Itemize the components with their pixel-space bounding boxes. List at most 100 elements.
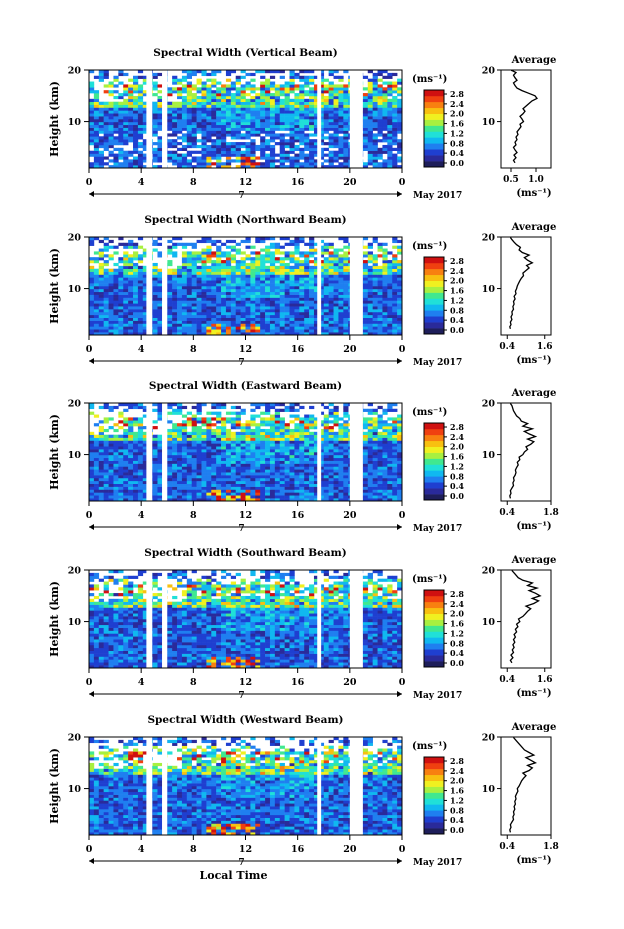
heatmap-cell [255,498,261,502]
heatmap-cell [255,165,261,169]
heatmap-cell [260,260,266,264]
heatmap-cell [113,277,119,281]
heatmap-cell [240,329,246,333]
heatmap-cell [309,95,315,100]
heatmap-cell [318,75,325,79]
heatmap-cell [240,75,246,79]
heatmap-cell [177,297,183,301]
heatmap-cell [235,98,241,102]
heatmap-cell [367,136,373,140]
heatmap-cell [118,472,124,476]
heatmap-cell [128,480,134,484]
heatmap-cell [98,297,104,301]
heatmap-cell [157,466,163,470]
heatmap-cell [177,286,183,290]
heatmap-cell [196,81,202,85]
heatmap-cell [221,449,227,453]
heatmap-cell [338,113,344,117]
heatmap-cell [255,311,261,316]
heatmap-cell [172,101,178,105]
heatmap-cell [250,286,256,290]
heatmap-cell [299,142,305,146]
heatmap-cell [142,332,148,336]
heatmap-cell [397,147,403,151]
heatmap-cell [177,475,183,479]
heatmap-cell [338,326,344,330]
heatmap-cell [245,72,251,77]
heatmap-cell [137,280,144,284]
heatmap-cell [201,262,207,267]
heatmap-cell [137,116,144,120]
heatmap-cell [196,492,202,496]
heatmap-cell [299,271,305,275]
heatmap-cell [230,477,237,482]
heatmap-cell [387,156,393,160]
heatmap-cell [186,329,192,333]
heatmap-cell [181,257,188,261]
heatmap-cell [265,121,271,126]
heatmap-cell [103,121,109,126]
heatmap-cell [397,329,403,333]
heatmap-cell [392,294,398,298]
heatmap-cell [250,311,256,316]
heatmap-cell [289,498,295,502]
heatmap-cell [367,309,373,313]
heatmap-cell [333,300,339,304]
heatmap-cell [265,260,271,264]
heatmap-cell [299,457,305,461]
heatmap-cell [240,486,246,490]
heatmap-cell [98,277,104,281]
colorbar-swatch [424,274,444,281]
heatmap-cell [367,268,373,272]
heatmap-cell [250,72,256,77]
heatmap-cell [323,480,329,484]
heatmap-cell [181,84,188,88]
heatmap-cell [196,291,202,295]
heatmap-cell [240,142,246,146]
heatmap-cell [362,291,369,295]
heatmap-cell [333,130,339,134]
heatmap-cell [372,283,378,287]
heatmap-cell [304,84,310,88]
heatmap-cell [103,107,109,111]
heatmap-cell [181,121,188,126]
heatmap-cell [318,460,325,464]
heatmap-cell [387,280,393,284]
heatmap-cell [123,90,129,94]
heatmap-cell [245,332,251,336]
heatmap-cell [98,107,104,111]
heatmap-cell [377,311,383,316]
heatmap-cell [397,483,403,487]
heatmap-cell [225,454,232,459]
heatmap-cell [382,477,388,482]
heatmap-cell [167,454,173,459]
heatmap-cell [279,75,285,79]
heatmap-cell [343,87,349,91]
heatmap-cell [108,294,114,298]
heatmap-cell [367,452,373,456]
heatmap-cell [235,495,241,499]
heatmap-cell [323,283,329,287]
heatmap-cell [152,460,158,464]
heatmap-cell [304,144,310,149]
heatmap-cell [157,297,163,301]
heatmap-cell [309,165,315,169]
heatmap-cell [128,113,134,117]
heatmap-cell [118,110,124,114]
heatmap-cell [201,303,207,307]
heatmap-cell [216,95,222,100]
heatmap-cell [274,87,281,91]
heatmap-cell [113,113,119,117]
heatmap-cell [245,495,251,499]
heatmap-cell [137,162,144,166]
heatmap-cell [89,162,95,166]
heatmap-cell [186,297,192,301]
heatmap-cell [196,271,202,275]
heatmap-cell [93,150,100,154]
heatmap-cell [299,454,305,459]
heatmap-cell [172,486,178,490]
heatmap-cell [181,78,188,82]
heatmap-cell [196,329,202,333]
heatmap-cell [309,150,315,154]
heatmap-cell [397,294,403,298]
